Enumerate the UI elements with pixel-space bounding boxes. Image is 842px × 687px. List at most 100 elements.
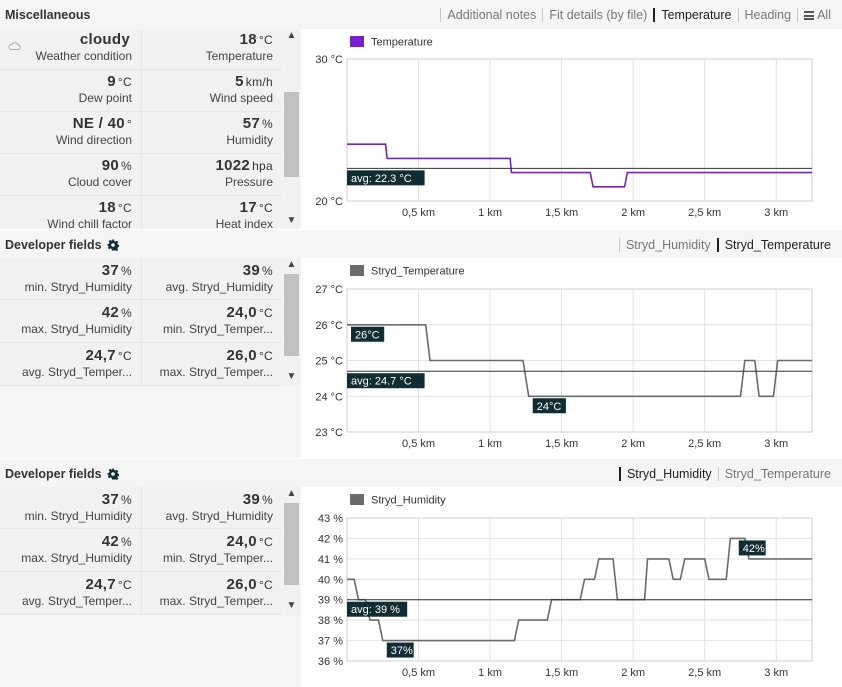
tab-stryd-temperature[interactable]: Stryd_Temperature — [717, 467, 837, 481]
gear-icon[interactable] — [107, 239, 119, 251]
legend-label: Temperature — [371, 37, 433, 49]
tab-temperature[interactable]: Temperature — [653, 8, 737, 22]
stryd-temperature-chart-svg: Stryd_Temperature 23 °C 24 °C 25 °C 26 °C 27 … — [315, 262, 813, 450]
x-tick-label: 2 km — [621, 667, 645, 679]
x-tick-label: 0,5 km — [402, 438, 435, 450]
x-tick-label: 1,5 km — [545, 207, 578, 219]
misc-cell-heat-index: 17 °C Heat index — [141, 196, 282, 229]
scroll-thumb[interactable] — [284, 503, 299, 585]
dev2-cell-avg-humidity: 39% avg. Stryd_Humidity — [141, 487, 282, 529]
unit: °C — [117, 201, 132, 215]
scroll-thumb[interactable] — [284, 92, 299, 177]
average-label: avg: 24.7 °C — [351, 376, 412, 388]
value: 37 — [101, 491, 120, 508]
scroll-up-icon[interactable]: ▲ — [286, 30, 297, 41]
scroll-thumb[interactable] — [284, 274, 299, 356]
scroll-down-icon[interactable]: ▼ — [286, 600, 297, 611]
label: Wind speed — [209, 91, 273, 105]
plot-frame — [346, 517, 813, 662]
dev2-cell-min-temperature: 24,0 °C min. Stryd_Temper... — [141, 529, 282, 572]
series-line — [347, 324, 812, 398]
label: Wind chill factor — [47, 217, 132, 229]
series-line — [347, 537, 812, 642]
gear-icon[interactable] — [107, 468, 119, 480]
legend-label: Stryd_Temperature — [371, 266, 465, 278]
y-tick-label: 38 % — [318, 615, 343, 627]
label: min. Stryd_Temper... — [162, 551, 273, 565]
label: max. Stryd_Humidity — [21, 322, 132, 336]
x-tick-label: 1 km — [478, 438, 502, 450]
tab-stryd-temperature[interactable]: Stryd_Temperature — [716, 238, 837, 252]
average-label: avg: 22.3 °C — [351, 173, 412, 185]
stryd-humidity-chart-svg: Stryd_Humidity 36 % 37 % 38 % 39 % 40 % 41 % 42… — [318, 491, 813, 679]
point-label: 26°C — [355, 329, 380, 341]
label: max. Stryd_Humidity — [21, 551, 132, 565]
legend-box — [345, 491, 451, 507]
label: min. Stryd_Temper... — [162, 322, 273, 336]
legend-box — [345, 262, 451, 278]
scroll-down-icon[interactable]: ▼ — [286, 215, 297, 226]
value: 17 — [239, 199, 257, 216]
label: Dew point — [78, 91, 132, 105]
tab-stryd-humidity[interactable]: Stryd_Humidity — [618, 238, 717, 252]
cloud-icon — [8, 42, 21, 50]
y-tick-label: 30 °C — [315, 54, 343, 66]
value: 24,0 — [226, 533, 257, 550]
y-tick-label: 37 % — [318, 636, 343, 648]
plot-frame — [346, 58, 813, 202]
label: Humidity — [226, 133, 273, 147]
label: avg. Stryd_Humidity — [165, 509, 273, 523]
point-label: 42% — [743, 543, 765, 555]
label: Cloud cover — [67, 175, 132, 189]
unit: °C — [258, 349, 273, 363]
value: 5 — [235, 73, 244, 90]
value: 39 — [242, 491, 261, 508]
unit: °C — [258, 33, 273, 47]
value: 24,0 — [226, 304, 257, 321]
tab-fit-details[interactable]: Fit details (by file) — [542, 8, 653, 22]
x-tick-label: 2 km — [621, 438, 645, 450]
point-label-bg — [386, 642, 414, 658]
legend-box — [345, 33, 451, 49]
y-tick-label: 23 °C — [315, 427, 343, 439]
value: 37 — [101, 262, 120, 279]
tab-heading[interactable]: Heading — [737, 8, 798, 22]
label: Heat index — [215, 217, 273, 229]
y-tick-label: 40 % — [318, 574, 343, 586]
point-label-bg — [351, 326, 385, 342]
scroll-down-icon[interactable]: ▼ — [286, 371, 297, 382]
tab-all[interactable]: All — [797, 8, 837, 22]
x-tick-label: 3 km — [764, 667, 788, 679]
misc-cell-wind-direction: NE / 40 ° Wind direction — [0, 112, 141, 154]
value: cloudy — [79, 31, 130, 48]
dev2-cell-max-humidity: 42% max. Stryd_Humidity — [0, 529, 141, 572]
point-label-bg — [532, 398, 566, 414]
dev2-cell-avg-temperature: 24,7 °C avg. Stryd_Temper... — [0, 572, 141, 615]
tab-stryd-humidity[interactable]: Stryd_Humidity — [618, 467, 718, 481]
unit: % — [121, 493, 132, 507]
y-tick-label: 39 % — [318, 595, 343, 607]
dev2-values-grid: 37% min. Stryd_Humidity 39% avg. Stryd_H… — [0, 487, 282, 615]
dev2-header: Developer fields Stryd_Humidity Stryd_Te… — [0, 459, 842, 488]
value: 18 — [98, 199, 116, 216]
misc-cell-weather: cloudy Weather condition — [0, 29, 141, 70]
x-tick-label: 2,5 km — [688, 667, 721, 679]
scroll-up-icon[interactable]: ▲ — [286, 488, 297, 499]
dev1-header: Developer fields Stryd_Humidity Stryd_Te… — [0, 230, 842, 259]
label: avg. Stryd_Temper... — [21, 365, 132, 379]
label: Wind direction — [55, 133, 132, 147]
label: min. Stryd_Humidity — [24, 509, 132, 523]
label: Temperature — [205, 49, 273, 63]
average-label: avg: 39 % — [351, 604, 400, 616]
dev2-scrollbar[interactable]: ▲ ▼ — [283, 487, 300, 615]
misc-section: Miscellaneous Additional notes Fit detai… — [0, 0, 842, 229]
value: 24,7 — [85, 576, 116, 593]
dev1-scrollbar[interactable]: ▲ ▼ — [283, 258, 300, 386]
average-label-bg — [347, 170, 425, 186]
y-tick-label: 24 °C — [315, 391, 343, 403]
unit: % — [121, 159, 132, 173]
scroll-up-icon[interactable]: ▲ — [286, 259, 297, 270]
series-line — [347, 143, 812, 188]
tab-additional-notes[interactable]: Additional notes — [440, 8, 542, 22]
misc-scrollbar[interactable]: ▲ ▼ — [283, 29, 300, 229]
